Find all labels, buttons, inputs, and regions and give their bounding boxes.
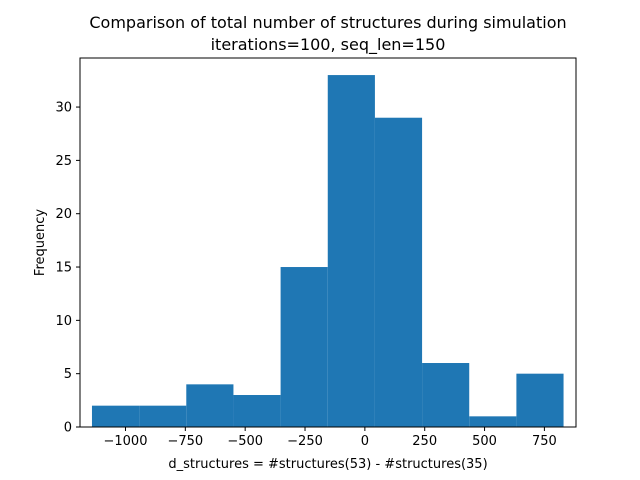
- y-tick-label: 5: [64, 367, 72, 382]
- x-tick-label: −500: [227, 434, 263, 449]
- histogram-bar-1: [91, 405, 140, 427]
- x-tick-label: −250: [287, 434, 323, 449]
- y-axis-ticks: 0 5 10 15 20 25 30: [55, 101, 80, 436]
- histogram-bar-6: [327, 75, 375, 427]
- y-tick-label: 25: [55, 154, 72, 169]
- y-tick-label: 20: [55, 207, 72, 222]
- x-tick-label: 750: [532, 434, 557, 449]
- x-tick-label: −1000: [103, 434, 147, 449]
- histogram-bar-3: [186, 384, 234, 427]
- histogram-bar-4: [233, 395, 281, 427]
- chart-subtitle: iterations=100, seq_len=150: [211, 35, 446, 55]
- y-tick-label: 0: [64, 421, 72, 436]
- plot-frame: [79, 57, 577, 428]
- histogram-bar-2: [139, 405, 187, 427]
- histogram-bar-7: [374, 117, 423, 428]
- x-axis-ticks: −1000 −750 −500 −250 0 250 500 750: [103, 427, 557, 449]
- x-tick-label: 500: [472, 434, 497, 449]
- x-tick-label: −750: [167, 434, 203, 449]
- y-tick-label: 30: [55, 101, 72, 116]
- chart-title: Comparison of total number of structures…: [89, 13, 566, 32]
- x-tick-label: 0: [361, 434, 369, 449]
- histogram-bar-10: [516, 373, 564, 427]
- x-tick-label: 250: [412, 434, 437, 449]
- x-axis-label: d_structures = #structures(53) - #struct…: [168, 457, 487, 472]
- histogram-bar-5: [280, 267, 328, 427]
- y-tick-label: 15: [55, 261, 72, 276]
- histogram-bar-8: [422, 363, 470, 427]
- y-tick-label: 10: [55, 314, 72, 329]
- histogram-bar-9: [469, 416, 517, 427]
- histogram-bars: [91, 75, 564, 428]
- y-axis-label: Frequency: [33, 209, 48, 276]
